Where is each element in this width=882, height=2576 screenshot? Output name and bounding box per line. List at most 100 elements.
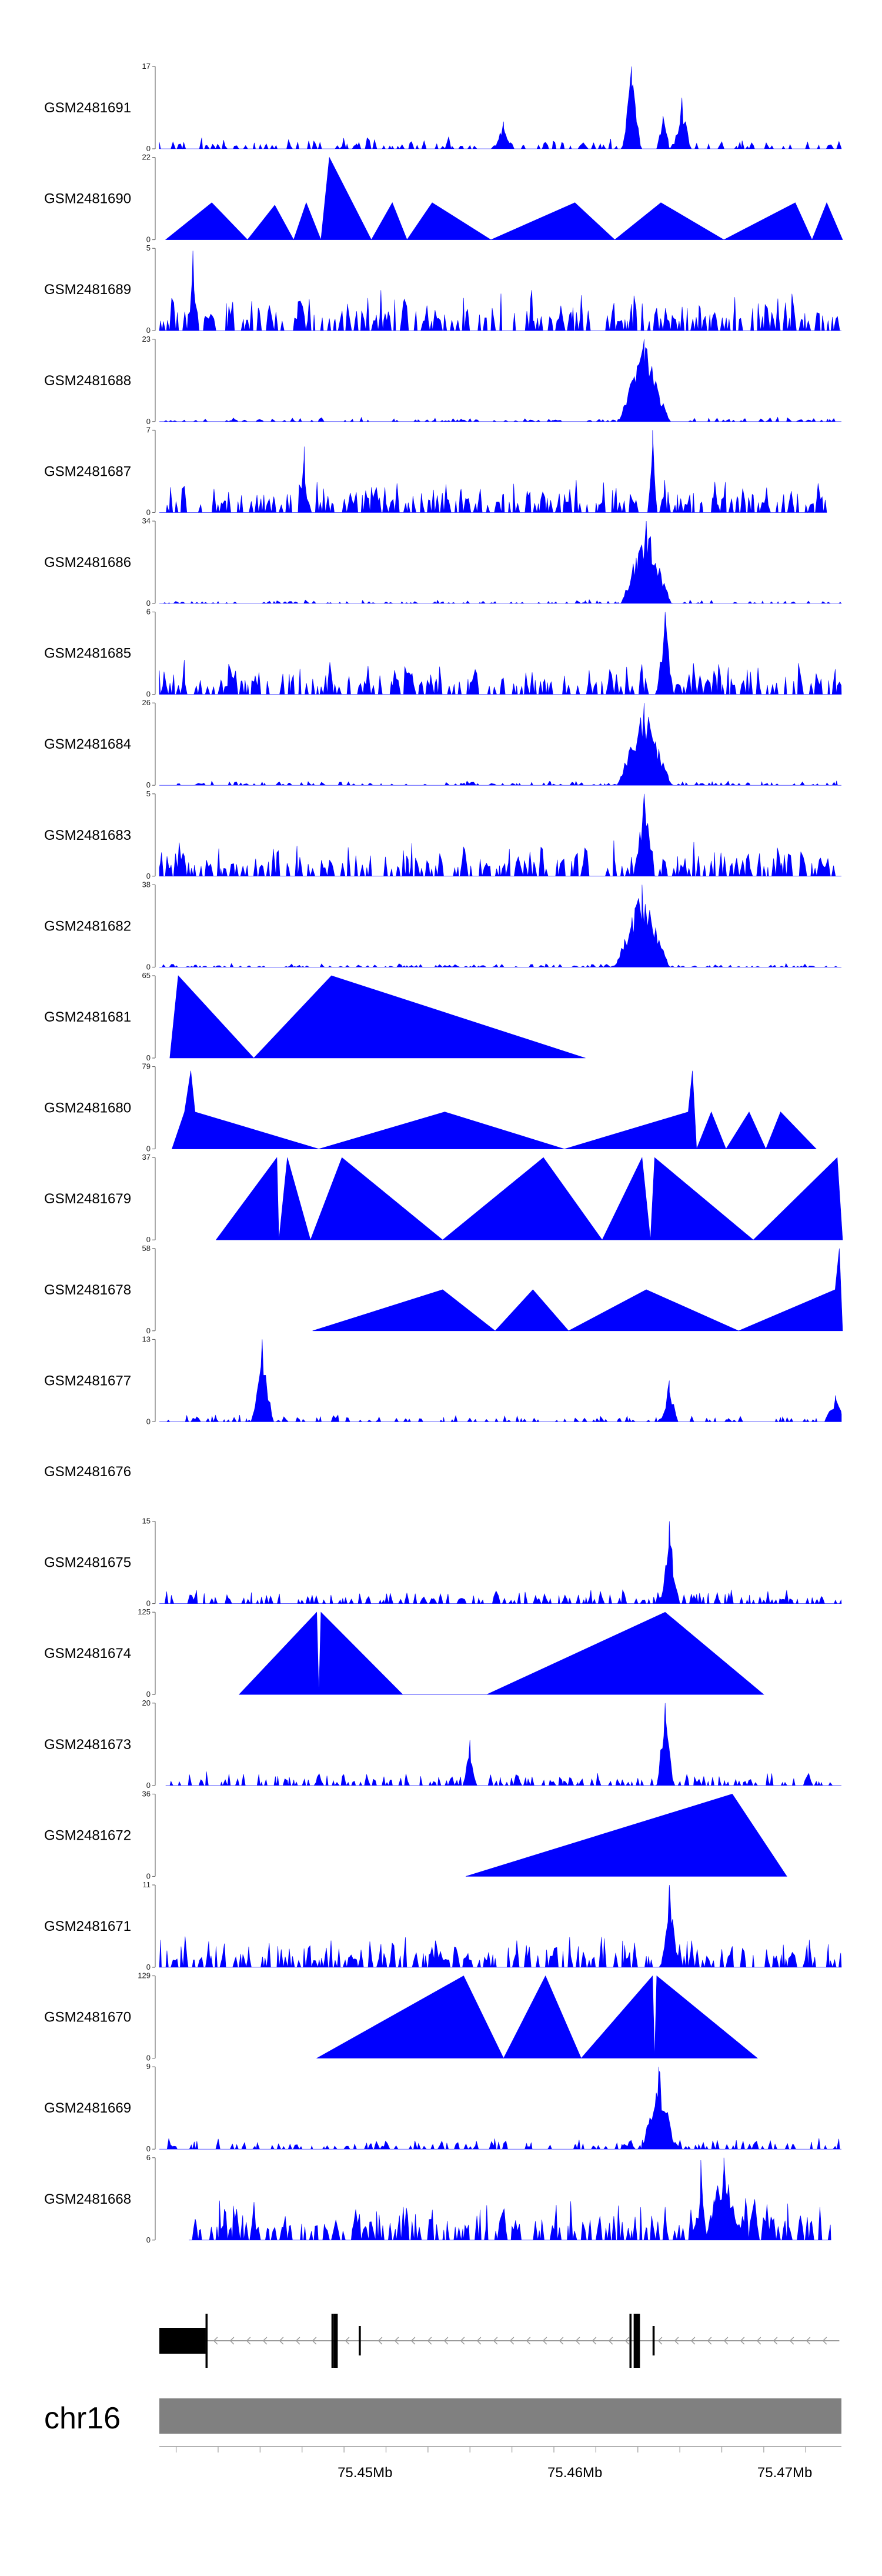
axis-tick-label: 75.46Mb (547, 2465, 602, 2481)
signal-area (159, 339, 841, 422)
strand-chevron (229, 2337, 235, 2345)
y-zero-label: 0 (146, 2144, 151, 2153)
y-max-label: 5 (146, 789, 151, 798)
y-max-label: 23 (142, 335, 151, 343)
track-label: GSM2481668 (44, 2191, 131, 2207)
strand-chevron (789, 2337, 794, 2345)
track-label: GSM2481683 (44, 827, 131, 843)
signal-area (159, 66, 842, 150)
y-max-label: 13 (142, 1334, 151, 1343)
y-max-label: 129 (138, 1971, 151, 1980)
track-label: GSM2481675 (44, 1555, 131, 1571)
strand-chevron (674, 2337, 679, 2345)
exon-block (331, 2314, 334, 2368)
track-label: GSM2481669 (44, 2100, 131, 2116)
exon-block (633, 2314, 640, 2368)
y-zero-label: 0 (146, 599, 151, 608)
y-zero-label: 0 (146, 1963, 151, 1971)
chromosome-label: chr16 (44, 2401, 121, 2435)
track-GSM2481668: GSM2481668 6 0 (44, 2153, 831, 2244)
strand-chevron (575, 2337, 580, 2345)
y-zero-label: 0 (146, 780, 151, 789)
track-GSM2481681: GSM2481681 65 0 (44, 971, 586, 1062)
track-label: GSM2481682 (44, 918, 131, 934)
track-GSM2481675: GSM2481675 15 0 (44, 1517, 842, 1608)
y-max-label: 9 (146, 2062, 151, 2071)
signal-area (165, 1703, 841, 1786)
y-zero-label: 0 (146, 1326, 151, 1335)
strand-chevron (707, 2337, 712, 2345)
strand-chevron (740, 2337, 745, 2345)
y-max-label: 11 (143, 1880, 151, 1889)
track-GSM2481669: GSM2481669 9 0 (44, 2062, 841, 2153)
strand-chevron (377, 2337, 383, 2345)
y-zero-label: 0 (146, 326, 151, 335)
strand-chevron (509, 2337, 514, 2345)
track-GSM2481677: GSM2481677 13 0 (44, 1334, 842, 1426)
strand-chevron (624, 2337, 630, 2345)
y-zero-label: 0 (146, 144, 151, 153)
track-GSM2481682: GSM2481682 38 0 (44, 880, 841, 971)
y-zero-label: 0 (146, 2054, 151, 2063)
strand-chevron (427, 2337, 432, 2345)
strand-chevron (559, 2337, 564, 2345)
track-label: GSM2481685 (44, 646, 131, 662)
signal-area (316, 1975, 759, 2059)
signal-area (159, 251, 841, 331)
signal-area (215, 1157, 843, 1241)
track-GSM2481671: GSM2481671 11 0 (44, 1880, 842, 1971)
gene-model (159, 2314, 840, 2368)
y-zero-label: 0 (146, 1781, 151, 1790)
strand-chevron (690, 2337, 696, 2345)
signal-area (159, 520, 842, 604)
track-GSM2481679: GSM2481679 37 0 (44, 1153, 843, 1244)
strand-chevron (592, 2337, 597, 2345)
chromosome-ideogram: chr16 (44, 2398, 841, 2435)
track-label: GSM2481687 (44, 463, 131, 479)
track-label: GSM2481671 (44, 1918, 131, 1934)
track-GSM2481673: GSM2481673 20 0 (44, 1699, 841, 1790)
strand-chevron (443, 2337, 449, 2345)
y-zero-label: 0 (146, 508, 151, 516)
signal-area (312, 1248, 843, 1332)
signal-area (159, 1521, 842, 1604)
signal-area (159, 1339, 842, 1423)
track-GSM2481674: GSM2481674 125 0 (44, 1607, 764, 1699)
strand-chevron (345, 2337, 350, 2345)
strand-chevron (246, 2337, 251, 2345)
track-GSM2481691: GSM2481691 17 0 (44, 62, 842, 153)
y-zero-label: 0 (146, 1235, 151, 1244)
track-GSM2481686: GSM2481686 34 0 (44, 516, 842, 608)
strand-chevron (526, 2337, 531, 2345)
exon-block (652, 2326, 655, 2355)
track-label: GSM2481686 (44, 555, 131, 570)
track-GSM2481678: GSM2481678 58 0 (44, 1244, 843, 1335)
y-max-label: 17 (142, 62, 151, 71)
track-label: GSM2481690 (44, 191, 131, 207)
strand-chevron (493, 2337, 498, 2345)
track-label: GSM2481679 (44, 1191, 131, 1207)
y-zero-label: 0 (146, 417, 151, 426)
strand-chevron (723, 2337, 729, 2345)
signal-area (159, 2067, 841, 2150)
signal-area (466, 1794, 787, 1877)
strand-chevron (822, 2337, 827, 2345)
signal-area (159, 430, 827, 513)
signal-area (159, 703, 841, 786)
y-max-label: 38 (142, 880, 151, 889)
y-max-label: 58 (142, 1244, 151, 1253)
y-zero-label: 0 (146, 2235, 151, 2244)
track-label: GSM2481673 (44, 1737, 131, 1753)
strand-chevron (279, 2337, 284, 2345)
y-max-label: 65 (142, 971, 151, 980)
genome-axis: 75.45Mb 75.46Mb 75.47Mb (159, 2446, 841, 2481)
exon-block (333, 2314, 338, 2368)
track-GSM2481676: GSM2481676 (44, 1464, 131, 1480)
exon-block (205, 2314, 208, 2368)
strand-chevron (542, 2337, 547, 2345)
data-tracks: GSM2481691170GSM2481690220GSM248168950GS… (44, 62, 843, 2244)
strand-chevron (657, 2337, 663, 2345)
y-max-label: 7 (146, 425, 151, 434)
y-max-label: 79 (142, 1062, 151, 1071)
